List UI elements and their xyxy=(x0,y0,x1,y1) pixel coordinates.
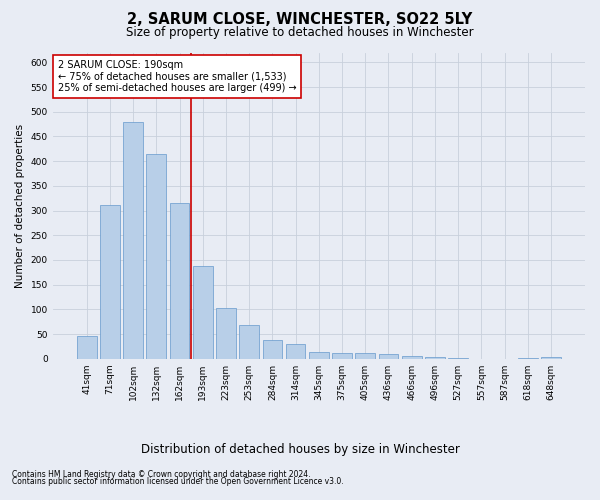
Bar xyxy=(309,352,329,359)
Bar xyxy=(146,154,166,359)
Bar xyxy=(402,356,422,359)
Text: Distribution of detached houses by size in Winchester: Distribution of detached houses by size … xyxy=(140,442,460,456)
Bar xyxy=(355,353,375,359)
Bar xyxy=(123,122,143,359)
Text: Contains public sector information licensed under the Open Government Licence v3: Contains public sector information licen… xyxy=(12,478,344,486)
Bar xyxy=(286,344,305,359)
Bar xyxy=(239,324,259,359)
Bar xyxy=(263,340,282,359)
Bar xyxy=(379,354,398,359)
Bar xyxy=(170,203,190,359)
Bar xyxy=(425,357,445,359)
Text: Size of property relative to detached houses in Winchester: Size of property relative to detached ho… xyxy=(126,26,474,39)
Bar xyxy=(541,357,561,359)
Bar xyxy=(193,266,212,359)
Text: Contains HM Land Registry data © Crown copyright and database right 2024.: Contains HM Land Registry data © Crown c… xyxy=(12,470,311,479)
Text: 2 SARUM CLOSE: 190sqm
← 75% of detached houses are smaller (1,533)
25% of semi-d: 2 SARUM CLOSE: 190sqm ← 75% of detached … xyxy=(58,60,296,94)
Bar xyxy=(332,354,352,359)
Text: 2, SARUM CLOSE, WINCHESTER, SO22 5LY: 2, SARUM CLOSE, WINCHESTER, SO22 5LY xyxy=(127,12,473,28)
Bar xyxy=(100,204,120,359)
Y-axis label: Number of detached properties: Number of detached properties xyxy=(15,124,25,288)
Bar xyxy=(77,336,97,359)
Bar xyxy=(216,308,236,359)
